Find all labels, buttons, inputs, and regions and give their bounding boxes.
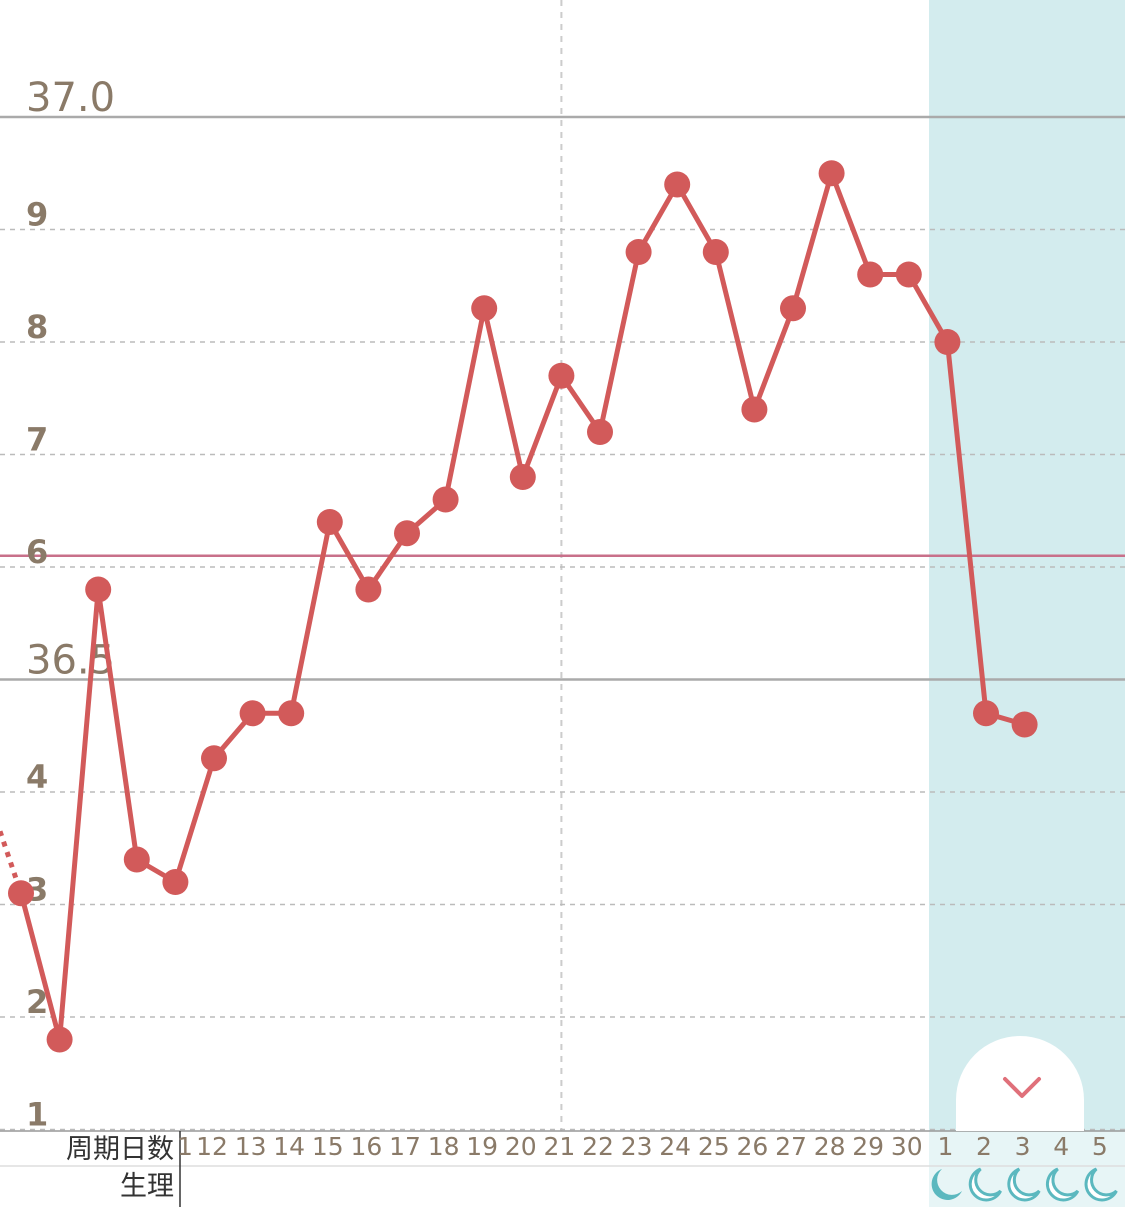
- x-tick-label: 19: [466, 1132, 498, 1161]
- data-point: [8, 880, 34, 907]
- y-tick-label: 4: [26, 758, 48, 796]
- x-tick-label: 1: [177, 1132, 193, 1161]
- data-point: [432, 486, 459, 513]
- data-point: [123, 846, 150, 873]
- y-major-label: 36.5: [26, 638, 115, 684]
- data-point: [1011, 711, 1038, 738]
- period-band: [929, 0, 1125, 1131]
- x-tick-label: 22: [582, 1132, 614, 1161]
- crescent-moon-icon: [1084, 1167, 1118, 1202]
- x-tick-label: 27: [775, 1132, 807, 1161]
- y-major-label: 37.0: [26, 75, 115, 121]
- data-point: [587, 419, 613, 445]
- x-tick-label: 14: [273, 1132, 305, 1161]
- data-point: [85, 576, 112, 603]
- x-tick-label: 25: [698, 1132, 730, 1161]
- data-point: [471, 295, 498, 322]
- data-point: [934, 329, 961, 355]
- data-point: [780, 295, 806, 322]
- x-tick-label: 30: [891, 1132, 923, 1161]
- x-tick-label: 15: [312, 1132, 344, 1161]
- scroll-down-button[interactable]: [956, 1036, 1084, 1131]
- crescent-moon-icon: [931, 1169, 962, 1200]
- data-point: [625, 239, 652, 265]
- data-point: [355, 576, 382, 603]
- row-label-cycle-day: 周期日数: [66, 1134, 174, 1165]
- data-point: [509, 464, 536, 490]
- y-tick-label: 9: [26, 196, 48, 234]
- x-tick-label: 12: [196, 1132, 228, 1161]
- data-point: [895, 261, 922, 288]
- scroll-down-button-bg[interactable]: [956, 1036, 1084, 1131]
- x-tick-label: 23: [621, 1132, 653, 1161]
- x-tick-label: 24: [659, 1132, 691, 1161]
- crescent-moon-icon: [968, 1167, 1002, 1202]
- y-tick-label: 1: [26, 1096, 48, 1134]
- data-point: [702, 239, 729, 265]
- x-tick-label: 13: [235, 1132, 267, 1161]
- data-point: [239, 700, 266, 727]
- data-point: [857, 261, 884, 288]
- x-tick-label: 26: [736, 1132, 768, 1161]
- x-tick-label: 1: [937, 1132, 953, 1161]
- data-point: [278, 700, 305, 727]
- y-tick-label: 8: [26, 308, 48, 346]
- x-tick-label: 4: [1053, 1132, 1069, 1161]
- data-point: [201, 745, 227, 772]
- x-tick-label: 16: [350, 1132, 382, 1161]
- y-tick-label: 6: [26, 533, 48, 571]
- row-label-period: 生理: [120, 1171, 174, 1202]
- x-tick-label: 3: [1015, 1132, 1031, 1161]
- x-tick-label: 5: [1092, 1132, 1108, 1161]
- series-layer: [0, 160, 1038, 1053]
- x-tick-label: 2: [976, 1132, 992, 1161]
- data-point: [46, 1026, 73, 1053]
- chevron-down-icon[interactable]: [1003, 1077, 1041, 1098]
- data-point: [973, 700, 999, 727]
- x-tick-label: 29: [852, 1132, 884, 1161]
- y-tick-label: 7: [26, 421, 48, 459]
- data-point: [741, 396, 768, 423]
- crescent-moon-icon: [1007, 1167, 1041, 1202]
- series-line: [18, 170, 1026, 1042]
- data-point: [394, 520, 420, 547]
- x-tick-label: 28: [814, 1132, 846, 1161]
- x-tick-label: 21: [543, 1132, 575, 1161]
- y-tick-label: 2: [26, 983, 48, 1021]
- data-point: [664, 171, 691, 198]
- crescent-moon-icon: [1045, 1167, 1080, 1202]
- data-point: [818, 160, 845, 187]
- x-tick-label: 18: [428, 1132, 460, 1161]
- data-point: [316, 509, 343, 535]
- data-point: [162, 869, 189, 895]
- x-tick-label: 20: [505, 1132, 537, 1161]
- data-point: [548, 362, 575, 389]
- x-tick-label: 17: [389, 1132, 421, 1161]
